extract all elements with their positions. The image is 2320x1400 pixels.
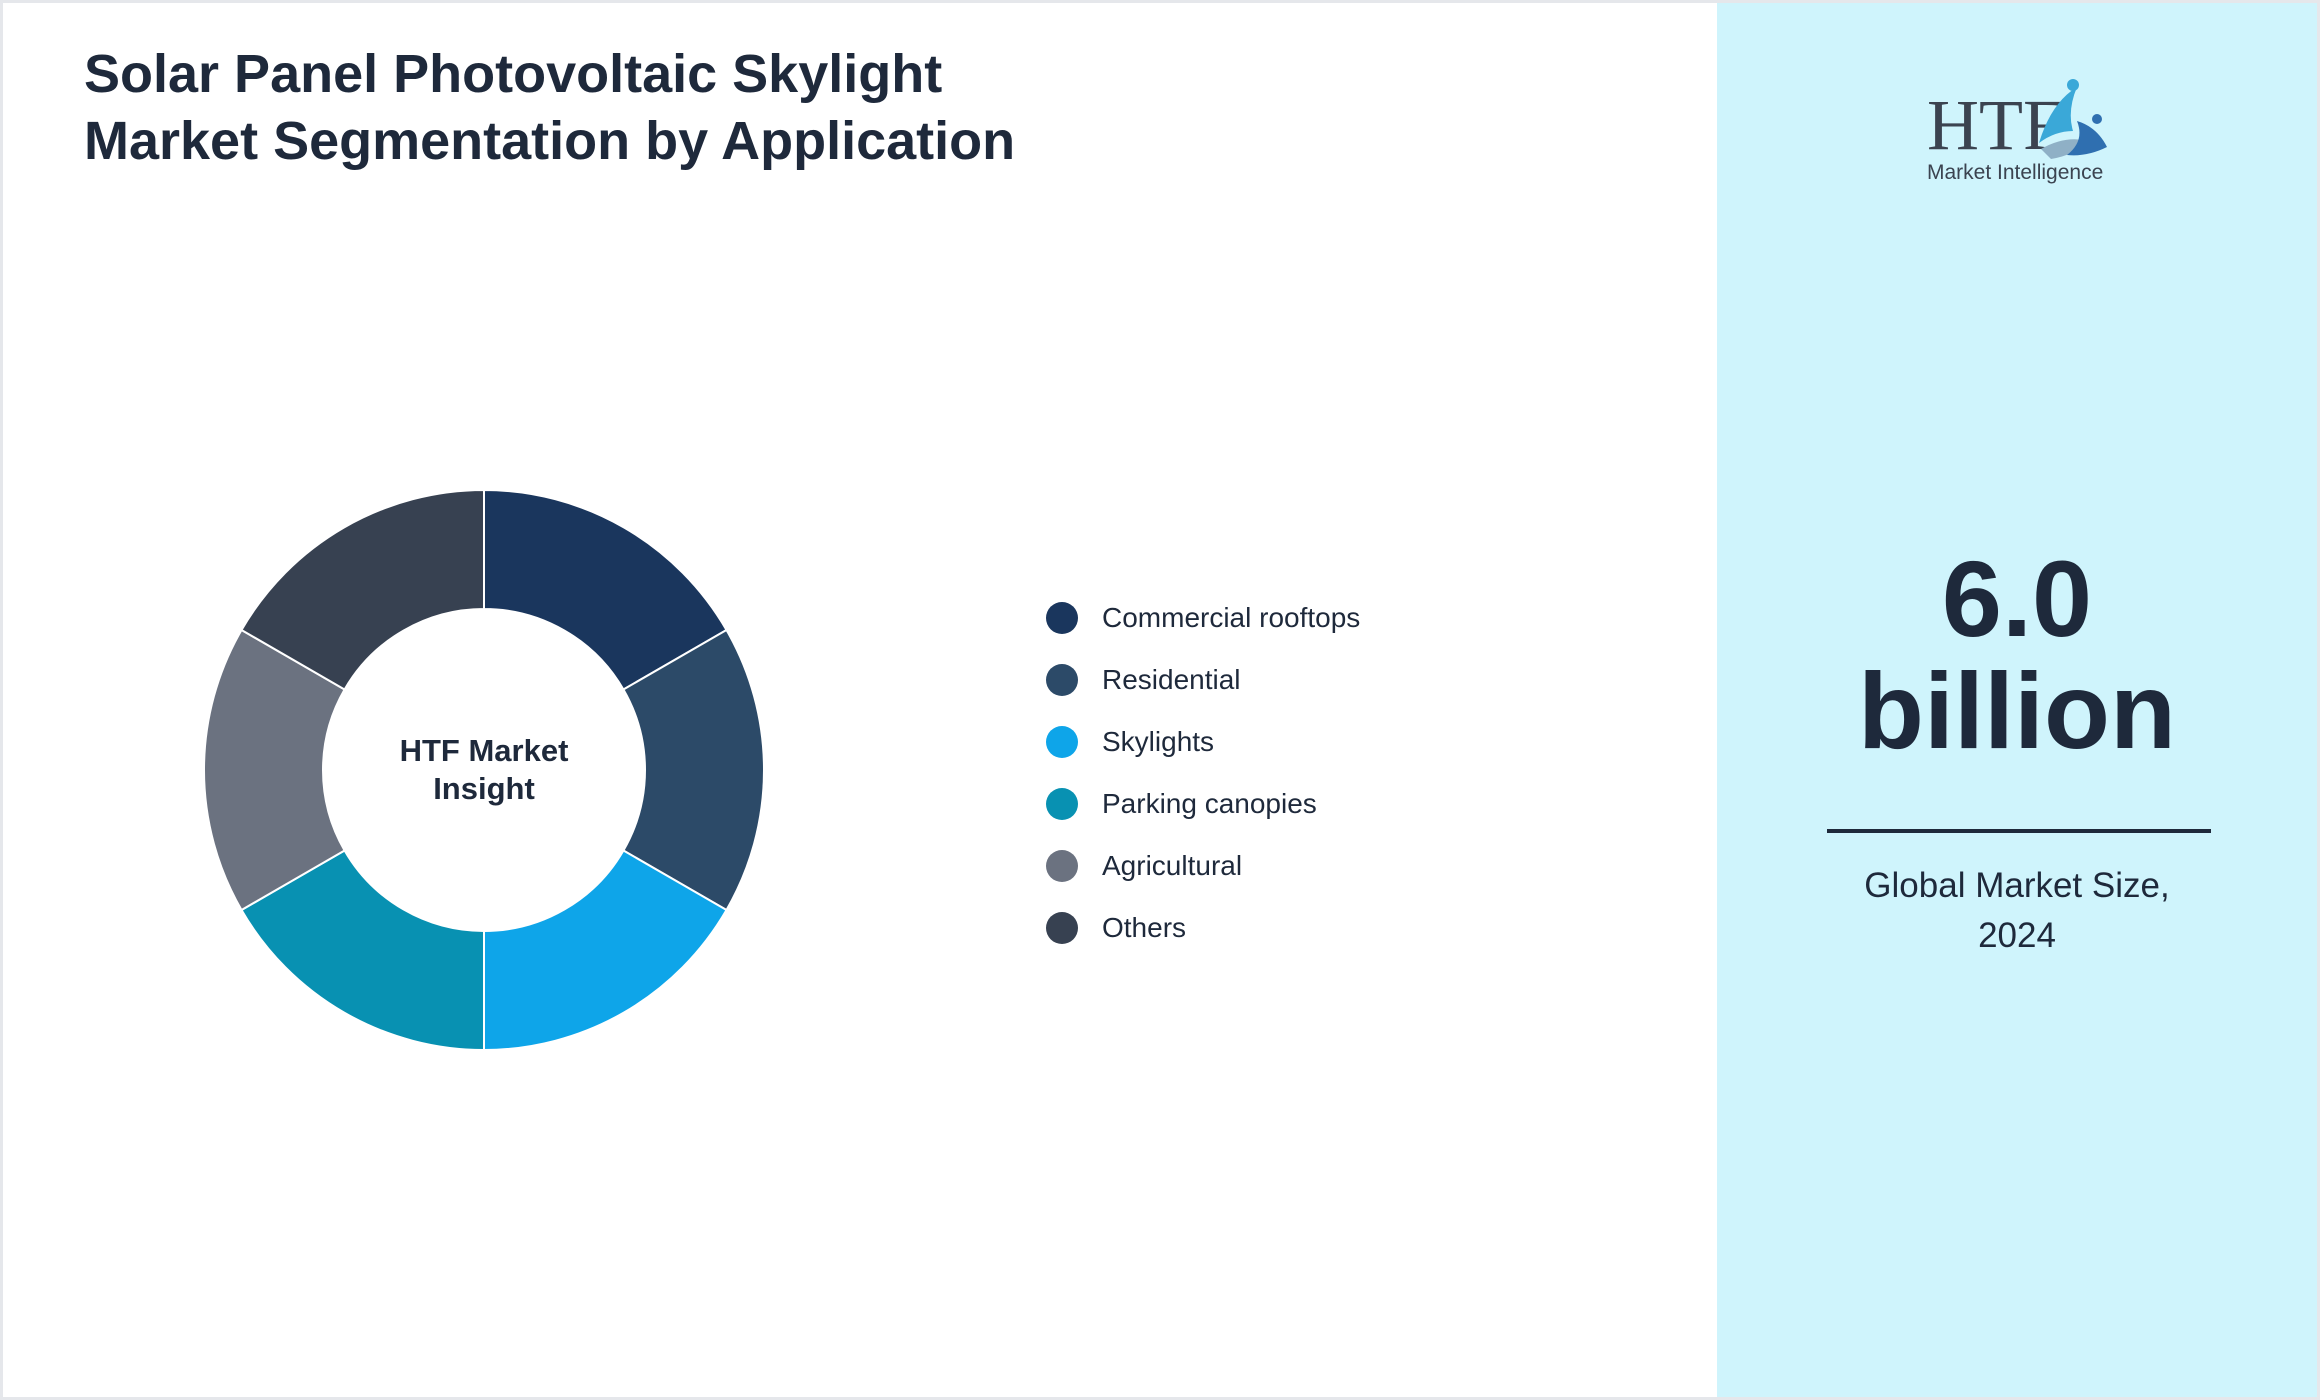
market-size-unit: billion xyxy=(1858,650,2176,771)
legend-label-others: Others xyxy=(1102,912,1187,943)
market-size-caption-line-2: 2024 xyxy=(1978,916,2056,955)
logo-subtext: Market Intelligence xyxy=(1927,161,2103,184)
legend-label-commercial-rooftops: Commercial rooftops xyxy=(1102,602,1361,633)
donut-slice-others xyxy=(240,488,485,691)
legend-swatch-residential xyxy=(1046,664,1078,696)
market-size-caption: Global Market Size, 2024 xyxy=(1717,861,2317,961)
legend-swatch-commercial-rooftops xyxy=(1046,602,1078,634)
legend-item-agricultural: Agricultural xyxy=(1046,835,1360,897)
donut-chart: HTF Market Insight xyxy=(203,488,765,1052)
legend-item-others: Others xyxy=(1046,897,1360,959)
legend-item-skylights: Skylights xyxy=(1046,711,1360,773)
donut-slice-parking-canopies xyxy=(240,849,485,1052)
htf-logo: HTF Market Intelligence xyxy=(1927,79,2107,184)
legend-label-parking-canopies: Parking canopies xyxy=(1102,788,1317,819)
donut-slice-commercial-rooftops xyxy=(483,488,728,691)
market-size-caption-line-1: Global Market Size, xyxy=(1864,866,2170,905)
chart-legend: Commercial rooftops Residential Skylight… xyxy=(1046,587,1360,959)
legend-item-commercial-rooftops: Commercial rooftops xyxy=(1046,587,1360,649)
legend-swatch-parking-canopies xyxy=(1046,788,1078,820)
donut-center-label-line-2: Insight xyxy=(433,771,535,806)
chart-title: Solar Panel Photovoltaic Skylight Market… xyxy=(84,44,1016,171)
legend-label-agricultural: Agricultural xyxy=(1102,850,1243,881)
market-size-value: 6.0 billion xyxy=(1717,543,2317,767)
legend-swatch-agricultural xyxy=(1046,850,1078,882)
infographic-card: Solar Panel Photovoltaic Skylight Market… xyxy=(3,3,2317,1397)
donut-slice-residential xyxy=(622,628,765,912)
legend-swatch-others xyxy=(1046,912,1078,944)
legend-item-residential: Residential xyxy=(1046,649,1360,711)
legend-item-parking-canopies: Parking canopies xyxy=(1046,773,1360,835)
legend-label-skylights: Skylights xyxy=(1102,726,1215,757)
donut-slice-agricultural xyxy=(203,628,346,912)
logo-figures-icon xyxy=(2039,79,2107,159)
logo-htf-text: HTF xyxy=(1927,85,2063,165)
donut-slice-skylights xyxy=(483,849,728,1052)
divider-line xyxy=(1827,829,2211,833)
donut-center-label-line-1: HTF Market xyxy=(400,733,569,768)
market-size-panel: HTF Market Intelligence 6.0 billion Glob… xyxy=(1717,3,2317,1397)
market-size-number: 6.0 xyxy=(1941,538,2093,659)
legend-label-residential: Residential xyxy=(1102,664,1241,695)
legend-swatch-skylights xyxy=(1046,726,1078,758)
